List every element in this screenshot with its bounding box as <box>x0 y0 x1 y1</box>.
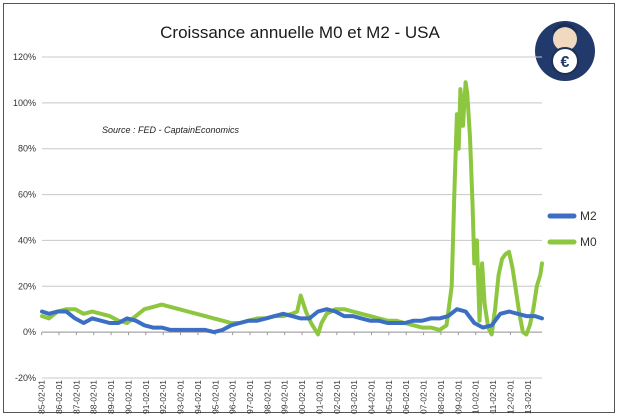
x-axis-ticks: 1985-02-01 1986-02-01 1987-02-01 1988-02-01… <box>37 332 533 414</box>
x-tick-label: 2013-02-01 <box>523 380 533 414</box>
series-line-m0 <box>40 80 544 337</box>
logo-icon: € <box>535 21 595 81</box>
legend-label-m0: M0 <box>580 235 597 249</box>
line-chart: Croissance annuelle M0 et M2 - USA € -20… <box>13 21 597 414</box>
logo-helmet <box>553 23 577 34</box>
x-tick-label: 1999-02-01 <box>280 380 290 414</box>
x-tick-label: 2006-02-01 <box>401 380 411 414</box>
x-tick-label: 1997-02-01 <box>245 380 255 414</box>
x-tick-label: 1985-02-01 <box>37 380 47 414</box>
series-lines <box>40 80 544 337</box>
y-tick-label: 100% <box>13 98 36 108</box>
x-tick-label: 1996-02-01 <box>228 380 238 414</box>
y-tick-label: -20% <box>15 373 36 383</box>
chart-title: Croissance annuelle M0 et M2 - USA <box>160 23 440 42</box>
y-tick-label: 60% <box>18 190 36 200</box>
legend-item-m0: M0 <box>547 235 597 249</box>
x-tick-label: 1993-02-01 <box>176 380 186 414</box>
x-tick-label: 1994-02-01 <box>193 380 203 414</box>
x-tick-label: 2004-02-01 <box>367 380 377 414</box>
legend-label-m2: M2 <box>580 209 597 223</box>
y-tick-label: 0% <box>23 327 36 337</box>
y-tick-label: 120% <box>13 52 36 62</box>
x-tick-label: 2005-02-01 <box>384 380 394 414</box>
x-tick-label: 1988-02-01 <box>89 380 99 414</box>
legend: M2 M0 <box>547 209 597 249</box>
y-tick-label: 40% <box>18 235 36 245</box>
logo-shield <box>551 47 579 75</box>
logo-letter: € <box>561 54 570 71</box>
x-tick-label: 2011-02-01 <box>488 380 498 414</box>
x-tick-label: 1989-02-01 <box>106 380 116 414</box>
x-tick-label: 2010-02-01 <box>471 380 481 414</box>
x-tick-label: 2008-02-01 <box>436 380 446 414</box>
x-tick-label: 2000-02-01 <box>297 380 307 414</box>
x-tick-label: 1992-02-01 <box>158 380 168 414</box>
x-tick-label: 1991-02-01 <box>141 380 151 414</box>
x-tick-label: 1995-02-01 <box>210 380 220 414</box>
y-tick-label: 80% <box>18 144 36 154</box>
y-axis-ticks: -20% 0% 20% 40% 60% 80% 100% 120% <box>13 52 36 383</box>
x-tick-label: 1998-02-01 <box>262 380 272 414</box>
x-tick-label: 1987-02-01 <box>71 380 81 414</box>
x-tick-label: 2009-02-01 <box>453 380 463 414</box>
legend-item-m2: M2 <box>547 209 597 223</box>
source-annotation: Source : FED - CaptainEconomics <box>102 125 240 135</box>
x-tick-label: 2001-02-01 <box>314 380 324 414</box>
logo-face <box>553 27 577 51</box>
y-tick-label: 20% <box>18 281 36 291</box>
x-tick-label: 2002-02-01 <box>332 380 342 414</box>
x-tick-label: 2003-02-01 <box>349 380 359 414</box>
x-tick-label: 2007-02-01 <box>419 380 429 414</box>
series-line-m2 <box>40 307 544 335</box>
x-tick-label: 1990-02-01 <box>123 380 133 414</box>
x-tick-label: 2012-02-01 <box>505 380 515 414</box>
x-tick-label: 1986-02-01 <box>54 380 64 414</box>
chart-frame: Croissance annuelle M0 et M2 - USA € -20… <box>3 3 615 414</box>
